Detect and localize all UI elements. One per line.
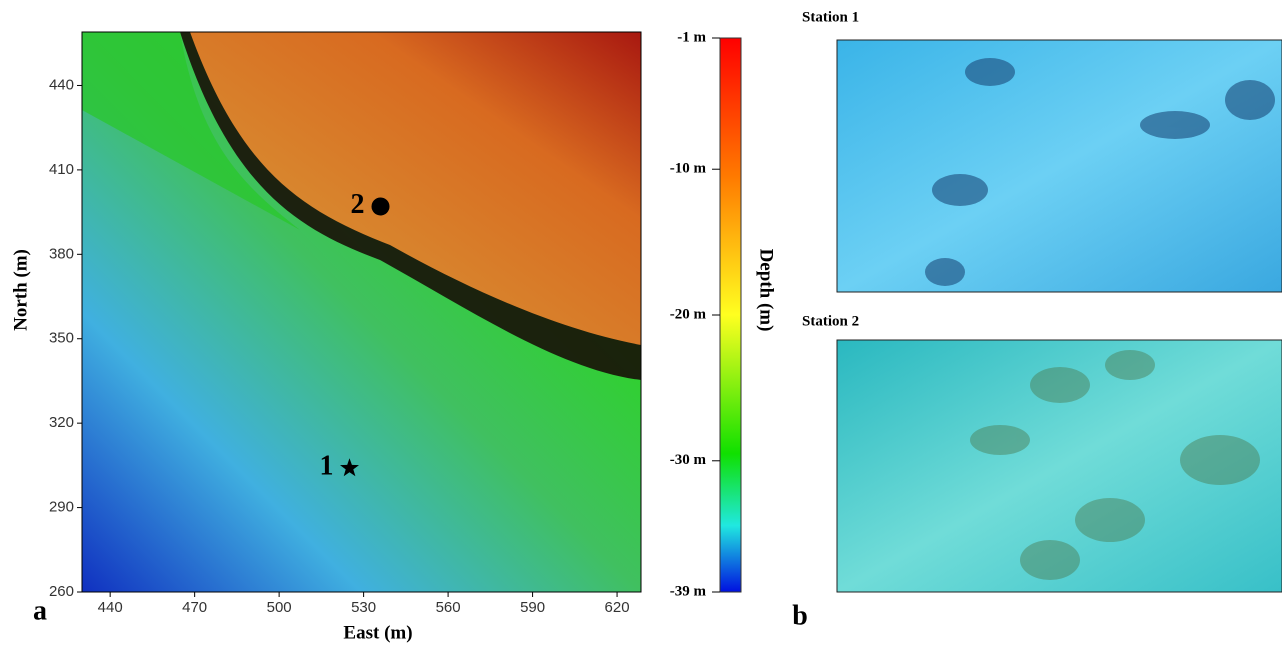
x-tick-label: 530: [351, 599, 376, 616]
y-tick-label: 380: [49, 245, 74, 262]
station-label: 1: [320, 451, 334, 482]
panel-label: b: [792, 600, 808, 631]
figure: North (m) East (m) a b Depth (m) Station…: [0, 0, 1282, 647]
y-tick-label: 260: [49, 583, 74, 600]
x-tick-label: 470: [182, 599, 207, 616]
y-tick-label: 290: [49, 499, 74, 516]
x-tick-label: 620: [605, 599, 630, 616]
station-marker: [372, 197, 390, 215]
colorbar: [720, 38, 741, 592]
x-tick-label: 500: [267, 599, 292, 616]
colorbar-tick-label: -10 m: [670, 161, 707, 177]
photo-title: Station 2: [802, 313, 859, 329]
panel-label: a: [33, 595, 47, 626]
bathymetry-image: [82, 32, 641, 592]
photo-title: Station 1: [802, 9, 859, 25]
colorbar-tick-label: -39 m: [670, 583, 707, 599]
photo: [837, 40, 1282, 292]
x-tick-label: 560: [436, 599, 461, 616]
y-tick-label: 320: [49, 414, 74, 431]
colorbar-label: Depth (m): [756, 249, 777, 332]
station-label: 2: [351, 189, 365, 220]
y-tick-label: 410: [49, 161, 74, 178]
colorbar-tick-label: -20 m: [670, 306, 707, 322]
colorbar-tick-label: -30 m: [670, 452, 707, 468]
x-tick-label: 440: [98, 599, 123, 616]
x-axis-label: East (m): [343, 622, 412, 643]
y-tick-label: 350: [49, 330, 74, 347]
y-tick-label: 440: [49, 76, 74, 93]
colorbar-tick-label: -1 m: [677, 29, 706, 45]
y-axis-label: North (m): [10, 249, 31, 331]
x-tick-label: 590: [520, 599, 545, 616]
